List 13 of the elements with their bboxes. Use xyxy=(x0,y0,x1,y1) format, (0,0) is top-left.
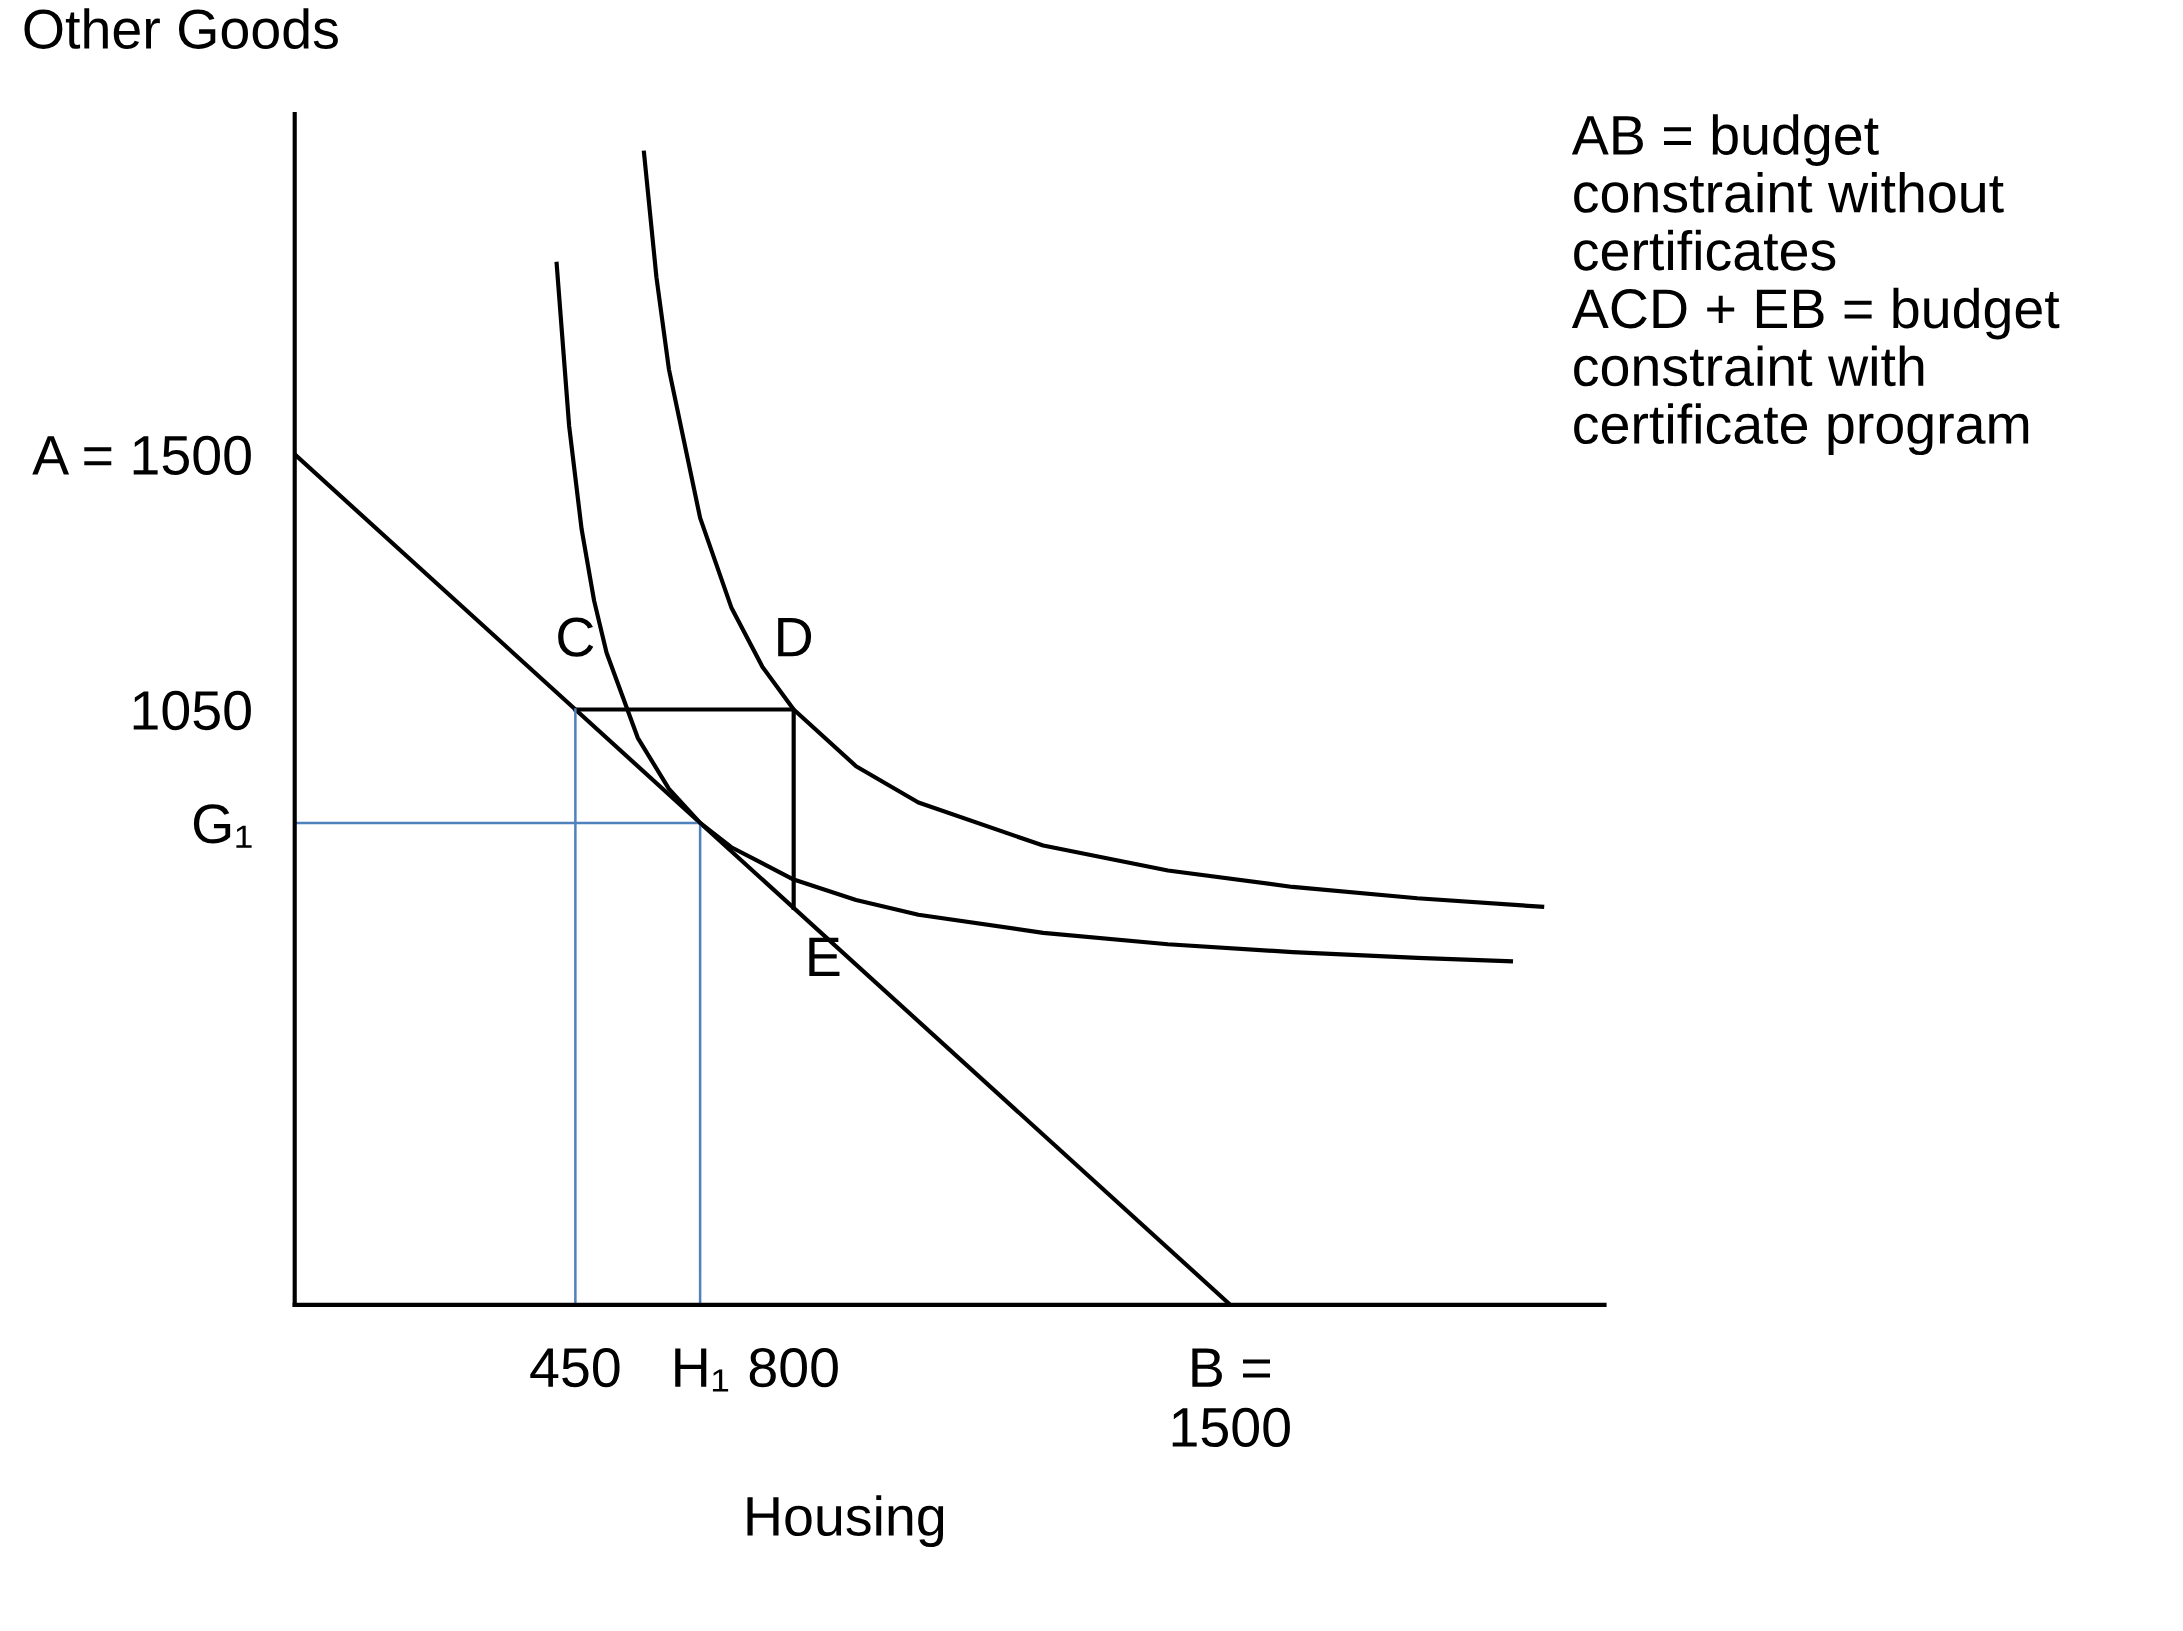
annotation: D xyxy=(778,618,812,657)
x-tick-label: 800 xyxy=(749,1347,838,1388)
x-tick-label: H₁ xyxy=(675,1348,729,1392)
x-tick-label: 450 xyxy=(530,1347,620,1388)
y-tick-label: A = 1500 xyxy=(32,435,251,476)
annotation: AB = budget constraint without certificates ACD + EB = budget constraint with certificate program xyxy=(1571,114,2060,456)
y-tick-label: 1050 xyxy=(133,690,251,731)
x-axis-title: Housing xyxy=(747,1495,944,1548)
annotation: E xyxy=(809,937,840,976)
x-tick-label: B = 1500 xyxy=(1172,1348,1290,1448)
annotation: C xyxy=(558,617,594,657)
y-axis-title: Other Goods xyxy=(24,8,338,49)
y-tick-label: G₁ xyxy=(193,804,252,848)
